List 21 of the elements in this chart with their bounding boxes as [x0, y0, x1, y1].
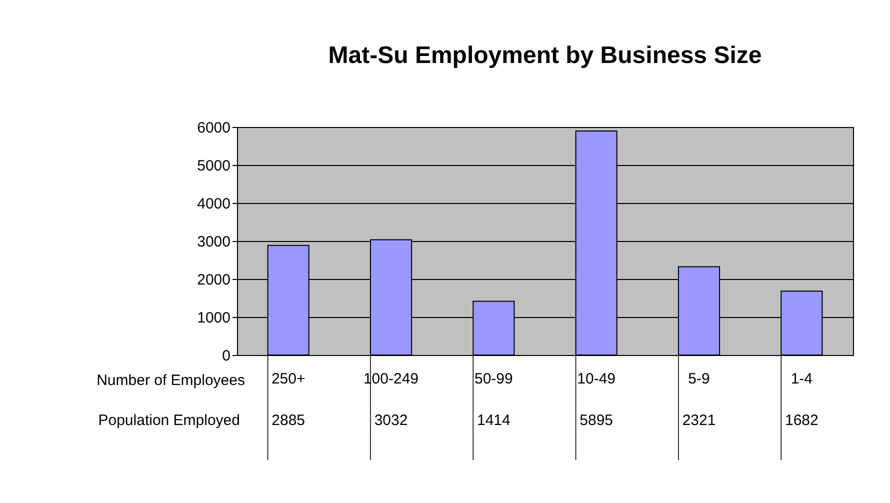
data-label: 3032 [374, 412, 408, 429]
data-label: 1414 [476, 412, 510, 429]
chart-title: Mat-Su Employment by Business Size [328, 42, 762, 69]
x-axis-title: Number of Employees [96, 372, 245, 389]
data-label: 2885 [272, 412, 306, 429]
y-tick-label: 1000 [197, 310, 230, 326]
y-tick-label: 3000 [197, 234, 230, 250]
data-label: 1682 [784, 412, 818, 429]
x-tick-label: 50-99 [474, 370, 513, 388]
x-tick-label: 5-9 [688, 370, 710, 388]
text: Population Employed [98, 412, 240, 429]
x-tick-label: 10-49 [577, 370, 616, 388]
data-label: 5895 [580, 412, 614, 429]
y-tick-label: 6000 [197, 120, 230, 136]
x-tick-label: 1-4 [790, 370, 813, 388]
y-tick-label: 2000 [197, 272, 230, 288]
x-tick-label: 250+ [271, 370, 306, 388]
y-tick-label: 0 [222, 348, 230, 364]
data-label: 2321 [682, 412, 716, 429]
y-tick-label: 5000 [197, 158, 230, 174]
y-tick-label: 4000 [197, 196, 230, 212]
